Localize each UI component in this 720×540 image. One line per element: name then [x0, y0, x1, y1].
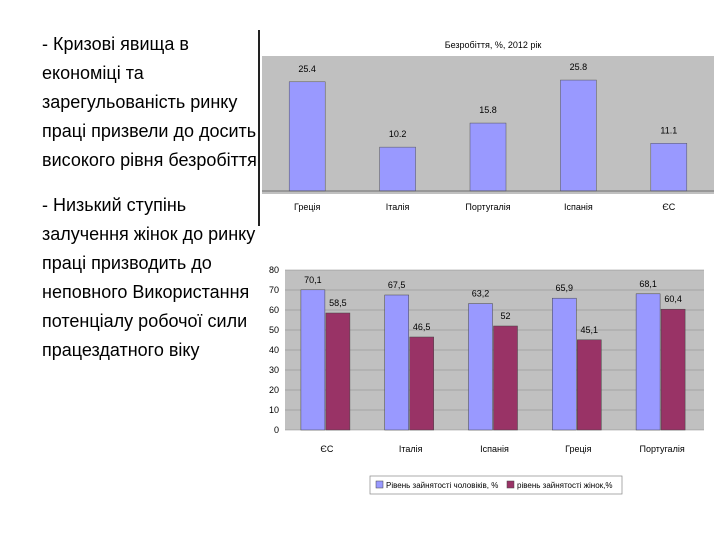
bar-men: [468, 303, 493, 431]
y-tick-label: 70: [269, 285, 279, 295]
category-label: Греція: [294, 202, 321, 212]
legend-swatch-men: [375, 480, 384, 489]
category-label: Італія: [386, 202, 410, 212]
y-tick-label: 80: [269, 265, 279, 275]
bar-women: [409, 336, 434, 431]
y-tick-label: 60: [269, 305, 279, 315]
data-label: 25.4: [298, 64, 316, 74]
bar: [379, 146, 416, 192]
chart-title: Безробіття, %, 2012 рік: [445, 40, 542, 50]
data-label: 60,4: [664, 294, 682, 304]
y-tick-label: 50: [269, 325, 279, 335]
category-label: ЄС: [320, 444, 333, 454]
y-tick-label: 0: [274, 425, 279, 435]
category-label: Італія: [399, 444, 423, 454]
bar-women: [577, 339, 602, 431]
bar-men: [635, 293, 661, 431]
bar: [469, 122, 507, 192]
bar: [560, 79, 597, 192]
data-label: 63,2: [472, 289, 490, 299]
bar-women: [325, 312, 351, 431]
data-label: 11.1: [660, 125, 677, 135]
y-tick-label: 10: [269, 405, 279, 415]
data-label: 65,9: [556, 283, 574, 293]
bar-women: [493, 325, 518, 431]
y-tick-label: 20: [269, 385, 279, 395]
vertical-divider: [258, 30, 260, 226]
bar-men: [552, 297, 577, 431]
data-label: 45,1: [581, 325, 599, 335]
bar-men: [300, 289, 326, 431]
bar-women: [660, 308, 686, 431]
category-label: Іспанія: [564, 202, 593, 212]
y-tick-label: 30: [269, 365, 279, 375]
bar-men: [384, 294, 409, 431]
category-label: Португалія: [465, 202, 510, 212]
category-label: Іспанія: [480, 444, 509, 454]
data-label: 67,5: [388, 280, 406, 290]
legend-swatch-women: [506, 480, 515, 489]
data-label: 68,1: [639, 279, 657, 289]
legend-box: [369, 475, 623, 495]
left-text-block: - Кризові явища в економіці та зарегульо…: [42, 30, 257, 365]
category-label: Португалія: [639, 444, 684, 454]
category-label: Греція: [565, 444, 592, 454]
category-label: ЄС: [662, 202, 675, 212]
text-paragraph-2: - Низький ступінь залучення жінок до рин…: [42, 195, 256, 360]
data-label: 58,5: [329, 298, 347, 308]
data-label: 10.2: [389, 129, 407, 139]
y-tick-label: 40: [269, 345, 279, 355]
data-label: 25.8: [570, 62, 588, 72]
data-label: 70,1: [304, 275, 322, 285]
text-paragraph-1: - Кризові явища в економіці та зарегульо…: [42, 34, 257, 170]
data-label: 15.8: [479, 105, 497, 115]
data-label: 52: [500, 311, 510, 321]
legend-label-men: Рівень зайнятості чоловіків, %: [386, 481, 498, 490]
legend-label-women: рівень зайнятості жінок,%: [517, 481, 613, 490]
data-label: 46,5: [413, 322, 431, 332]
bar: [650, 143, 688, 192]
